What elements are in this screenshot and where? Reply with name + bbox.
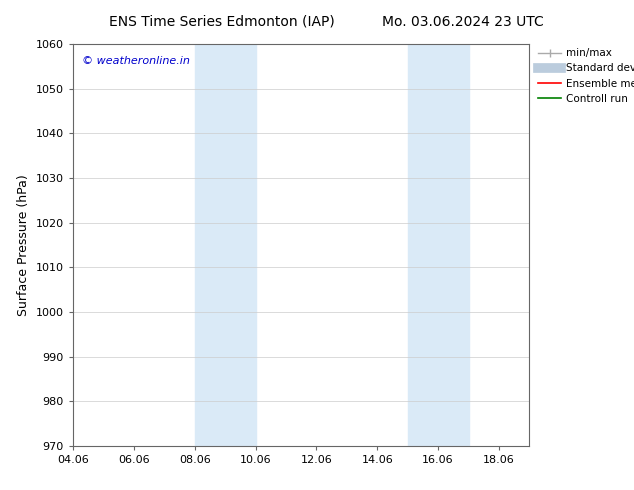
Bar	[408, 44, 469, 446]
Bar	[195, 44, 256, 446]
Legend: min/max, Standard deviation, Ensemble mean run, Controll run: min/max, Standard deviation, Ensemble me…	[534, 44, 634, 108]
Y-axis label: Surface Pressure (hPa): Surface Pressure (hPa)	[17, 174, 30, 316]
Text: © weatheronline.in: © weatheronline.in	[82, 56, 190, 66]
Text: ENS Time Series Edmonton (IAP): ENS Time Series Edmonton (IAP)	[109, 15, 335, 29]
Text: Mo. 03.06.2024 23 UTC: Mo. 03.06.2024 23 UTC	[382, 15, 544, 29]
